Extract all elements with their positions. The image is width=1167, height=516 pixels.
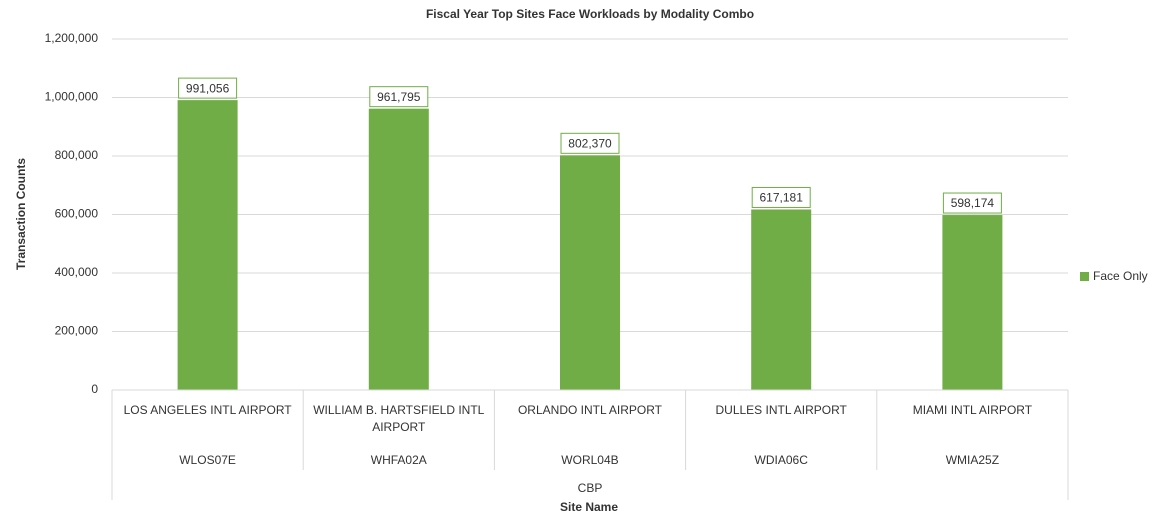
- data-label-box: [369, 86, 429, 108]
- y-axis-title: Transaction Counts: [14, 158, 28, 270]
- bar: [368, 108, 429, 391]
- legend-label: Face Only: [1093, 269, 1148, 283]
- x-subcategory-label: WHFA02A: [370, 453, 427, 467]
- data-label: 961,795: [377, 90, 421, 104]
- bar: [751, 209, 812, 390]
- chart-title: Fiscal Year Top Sites Face Workloads by …: [426, 7, 754, 21]
- x-tick-label: MIAMI INTL AIRPORT: [912, 403, 1033, 417]
- x-tick-label: LOS ANGELES INTL AIRPORT: [123, 403, 292, 417]
- bar: [177, 100, 238, 390]
- bar: [560, 155, 620, 390]
- x-axis-title: Site Name: [560, 500, 618, 514]
- bar: [942, 215, 1003, 390]
- y-tick-label: 1,000,000: [45, 90, 99, 104]
- data-label-box: [178, 77, 238, 99]
- data-label-box: [560, 132, 620, 154]
- x-group-label: CBP: [577, 481, 603, 495]
- y-tick-label: 1,200,000: [45, 31, 99, 45]
- x-subcategory-label: WMIA25Z: [945, 453, 1000, 467]
- x-tick-label: WILLIAM B. HARTSFIELD INTL AIRPORT: [313, 403, 485, 434]
- x-subcategory-label: WLOS07E: [179, 453, 236, 467]
- x-subcategory-label: WORL04B: [561, 453, 619, 467]
- y-tick-label: 0: [91, 382, 98, 396]
- data-label: 991,056: [186, 81, 230, 95]
- legend-swatch: [1080, 272, 1089, 281]
- x-tick-label: ORLANDO INTL AIRPORT: [517, 403, 662, 417]
- y-tick-label: 400,000: [55, 265, 99, 279]
- data-label: 802,370: [568, 136, 612, 150]
- data-label: 598,174: [951, 196, 995, 210]
- data-label-box: [751, 186, 811, 208]
- data-label: 617,181: [760, 191, 804, 205]
- y-tick-label: 800,000: [55, 148, 99, 162]
- y-tick-label: 600,000: [55, 207, 99, 221]
- x-subcategory-label: WDIA06C: [754, 453, 808, 467]
- y-tick-label: 200,000: [55, 324, 99, 338]
- data-label-box: [942, 192, 1002, 214]
- x-tick-label: DULLES INTL AIRPORT: [715, 403, 847, 417]
